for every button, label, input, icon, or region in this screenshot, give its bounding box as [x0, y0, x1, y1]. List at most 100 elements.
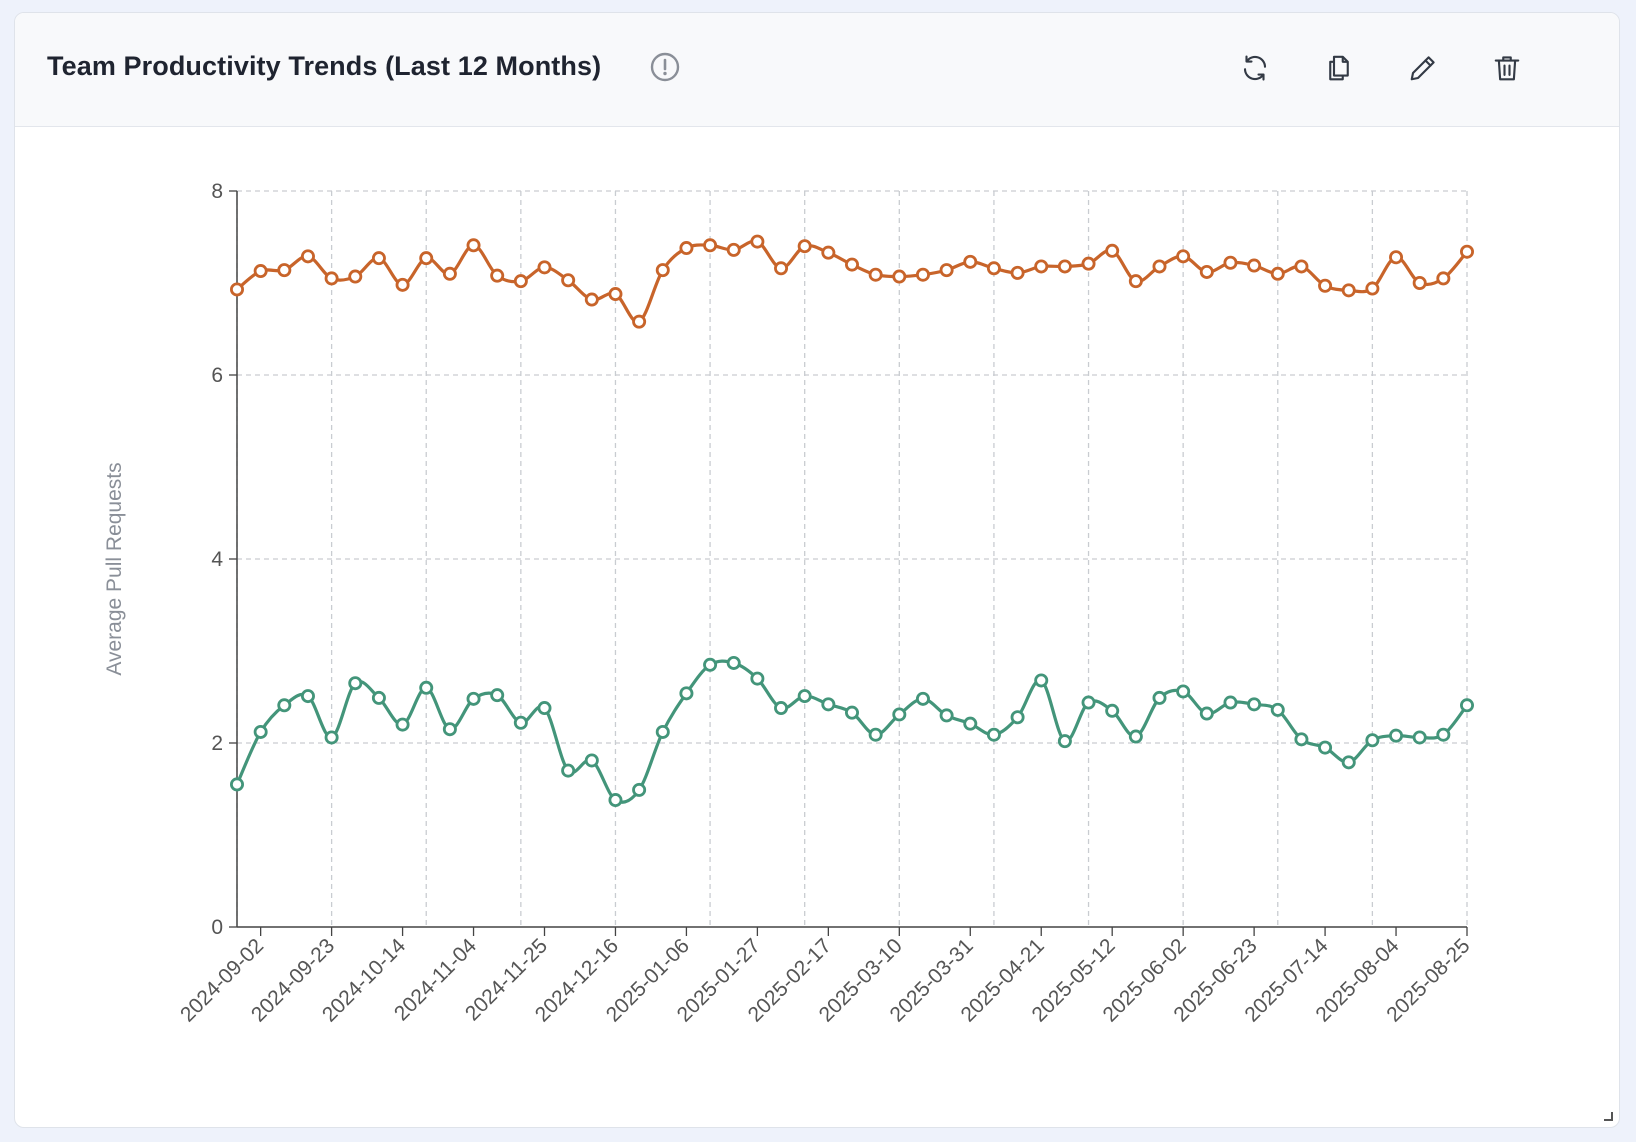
data-point — [1247, 258, 1262, 273]
data-point — [229, 777, 244, 792]
data-point — [348, 676, 363, 691]
data-point — [1128, 274, 1143, 289]
data-point — [1412, 275, 1427, 290]
data-point — [395, 717, 410, 732]
data-point — [1294, 732, 1309, 747]
data-point — [1365, 281, 1380, 296]
data-point — [1010, 265, 1025, 280]
data-point — [892, 707, 907, 722]
edit-button[interactable] — [1405, 50, 1441, 86]
data-point — [774, 261, 789, 276]
data-point — [490, 688, 505, 703]
data-point — [1247, 697, 1262, 712]
delete-button[interactable] — [1489, 50, 1525, 86]
data-point — [1176, 684, 1191, 699]
data-point — [963, 254, 978, 269]
data-point — [1365, 733, 1380, 748]
data-point — [1436, 727, 1451, 742]
data-point — [1199, 264, 1214, 279]
data-point — [300, 249, 315, 264]
data-point — [797, 689, 812, 704]
data-point — [1389, 728, 1404, 743]
data-point — [892, 269, 907, 284]
y-tick-label: 6 — [211, 364, 223, 387]
edit-icon — [1410, 56, 1435, 81]
refresh-icon — [1243, 55, 1267, 81]
data-point — [277, 698, 292, 713]
data-point — [1460, 244, 1475, 259]
data-point — [608, 287, 623, 302]
data-point — [513, 715, 528, 730]
data-point — [1389, 250, 1404, 265]
data-point — [632, 782, 647, 797]
y-tick-label: 4 — [211, 548, 223, 571]
data-point — [915, 691, 930, 706]
data-point — [1223, 695, 1238, 710]
data-point — [1034, 259, 1049, 274]
data-point — [348, 269, 363, 284]
data-point — [1270, 702, 1285, 717]
data-point — [1057, 259, 1072, 274]
data-point — [1294, 259, 1309, 274]
data-point — [939, 263, 954, 278]
delete-icon — [1494, 56, 1520, 81]
data-point — [1034, 673, 1049, 688]
data-point — [632, 314, 647, 329]
data-point — [726, 242, 741, 257]
data-point — [490, 268, 505, 283]
y-axis-label: Average Pull Requests — [103, 462, 126, 675]
data-point — [726, 655, 741, 670]
data-point — [1199, 706, 1214, 721]
y-tick-label: 2 — [211, 732, 223, 755]
data-point — [561, 763, 576, 778]
data-point — [371, 690, 386, 705]
data-point — [1128, 729, 1143, 744]
series-line-2 — [235, 659, 1469, 804]
resize-handle-icon[interactable] — [1601, 1109, 1613, 1121]
data-point — [986, 727, 1001, 742]
data-point — [703, 657, 718, 672]
data-point — [845, 257, 860, 272]
data-point — [324, 271, 339, 286]
data-point — [561, 273, 576, 288]
refresh-button[interactable] — [1237, 50, 1273, 86]
data-point — [1176, 249, 1191, 264]
data-point — [1318, 278, 1333, 293]
data-point — [679, 241, 694, 256]
info-icon[interactable] — [649, 51, 681, 83]
data-point — [300, 689, 315, 704]
data-point — [868, 727, 883, 742]
copy-button[interactable] — [1321, 50, 1357, 86]
data-point — [442, 722, 457, 737]
data-point — [679, 686, 694, 701]
data-point — [963, 716, 978, 731]
chart-card: Team Productivity Trends (Last 12 Months… — [14, 12, 1620, 1128]
data-point — [868, 267, 883, 282]
data-point — [1460, 698, 1475, 713]
data-point — [1270, 266, 1285, 281]
data-point — [655, 263, 670, 278]
data-point — [442, 266, 457, 281]
data-point — [821, 245, 836, 260]
data-point — [655, 724, 670, 739]
data-point — [1341, 283, 1356, 298]
data-point — [750, 671, 765, 686]
data-point — [584, 753, 599, 768]
data-point — [395, 277, 410, 292]
data-point — [1412, 730, 1427, 745]
data-point — [324, 730, 339, 745]
data-point — [371, 251, 386, 266]
data-point — [1081, 256, 1096, 271]
data-point — [1152, 690, 1167, 705]
data-point — [466, 238, 481, 253]
data-point — [1057, 734, 1072, 749]
data-point — [253, 724, 268, 739]
data-point — [1341, 755, 1356, 770]
data-point — [537, 260, 552, 275]
data-point — [845, 705, 860, 720]
data-point — [797, 239, 812, 254]
data-point — [608, 793, 623, 808]
copy-icon — [1329, 55, 1349, 81]
data-point — [513, 274, 528, 289]
